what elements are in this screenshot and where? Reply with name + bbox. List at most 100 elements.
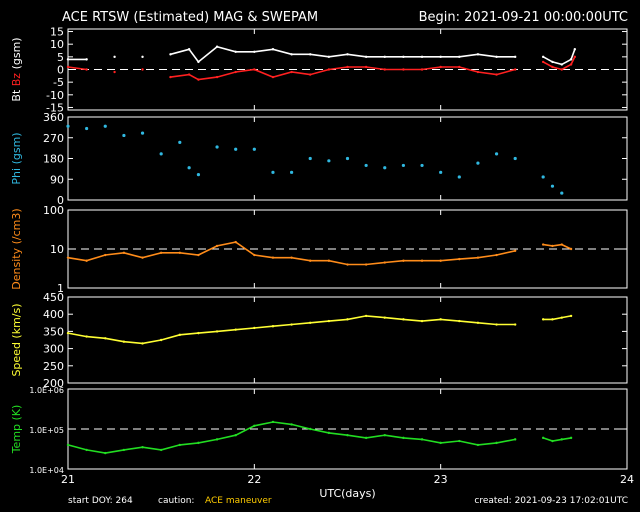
panel-density-series-density-point — [495, 253, 498, 257]
panel-phi-series-phi-point — [308, 156, 312, 161]
panel-phi-ytick-label: 0 — [57, 194, 64, 207]
panel-temp-series-temp-point — [234, 433, 237, 437]
panel-mag-field-series-bt-point — [113, 55, 116, 59]
panel-mag-field-series-bz-point — [541, 60, 545, 64]
panel-mag-field-series-bt-point — [187, 48, 191, 51]
panel-speed-series-speed-point — [569, 314, 573, 318]
panel-temp-ytick-label: 1.0E+05 — [29, 426, 64, 435]
panel-mag-field-series-bz-point — [420, 68, 424, 71]
x-tick-label: 22 — [247, 473, 261, 486]
panel-phi-series-phi-point — [457, 175, 461, 179]
panel-mag-field-series-bt-point — [141, 55, 144, 59]
panel-phi-series-phi-point — [234, 147, 238, 151]
panel-mag-field-ylabel-part: (gsm) — [10, 37, 23, 73]
panel-density-series-density-point — [271, 256, 275, 259]
panel-phi-ylabel: Phi (gsm) — [10, 132, 23, 184]
panel-mag-field-series-bz-point — [66, 65, 70, 69]
panel-temp-series-temp-line — [67, 421, 572, 454]
panel-density-series-density-point — [66, 256, 70, 259]
panel-temp-series-temp-point — [159, 448, 163, 452]
panel-phi-series-phi-point — [271, 170, 275, 174]
panel-mag-field-series-bt-point — [495, 55, 498, 59]
panel-density-ytick-label: 100 — [43, 204, 64, 217]
caution-text: ACE maneuver — [205, 496, 272, 506]
panel-temp-series-temp-point — [560, 438, 563, 441]
panel-speed-series-speed-point — [402, 318, 405, 321]
panel-mag-field-series-bz-point — [514, 68, 517, 71]
panel-speed-series-speed-point — [197, 331, 200, 335]
start-doy: start DOY: 264 — [68, 496, 133, 506]
panel-phi-series-phi-point — [541, 175, 545, 179]
panel-phi-series-phi-point — [159, 152, 163, 156]
panel-density-series-density-point — [159, 251, 163, 254]
panel-speed-series-speed-point — [476, 321, 480, 324]
panel-temp-series-temp-point — [541, 436, 545, 440]
panel-speed-ytick-label: 400 — [43, 308, 64, 321]
panel-phi-series-phi-point — [345, 156, 350, 161]
panel-speed-ytick-label: 250 — [43, 360, 64, 373]
panel-temp-series-temp-point — [439, 441, 442, 445]
panel-speed-series-speed-point — [327, 319, 331, 323]
panel-phi-series-phi-point — [327, 159, 331, 163]
panel-phi-series-phi-point — [513, 156, 517, 161]
panel-density-series-density-point — [569, 247, 573, 251]
panel-mag-field-series-bt-line — [68, 45, 576, 66]
panel-temp-series-temp-point — [551, 439, 554, 443]
panel-speed-series-speed-point — [309, 321, 312, 324]
panel-temp-series-temp-point — [346, 433, 349, 437]
panel-speed-series-speed-point — [290, 323, 293, 326]
panel-phi-series-phi-point — [252, 147, 256, 151]
panel-mag-field-ytick-label: 0 — [57, 64, 64, 77]
panel-mag-field-series-bz-point — [253, 68, 256, 71]
panel-density-series-density-point — [215, 244, 219, 248]
panel-density-series-density-point — [253, 253, 256, 257]
panel-mag-field-series-bz-point — [85, 68, 88, 71]
panel-mag-field-series-bt-point — [476, 53, 480, 56]
panel-mag-field-series-bt-point — [551, 60, 554, 64]
panel-speed-series-speed-point — [420, 319, 424, 323]
panel-density-series-density-point — [141, 256, 144, 259]
panel-speed-series-speed-point — [141, 342, 144, 345]
panel-mag-field-series-bt-point — [169, 53, 172, 56]
panel-speed-series-speed-point — [215, 330, 219, 333]
panel-mag-field-series-bz-point — [113, 70, 116, 74]
panel-mag-field-series-bt-point — [560, 63, 563, 66]
panel-phi-ytick-label: 270 — [43, 132, 64, 145]
panel-mag-field-ytick-label: 10 — [50, 38, 64, 51]
panel-phi-series-phi-point — [420, 163, 424, 168]
panel-mag-field-ytick-label: 5 — [57, 51, 64, 64]
panel-density-series-density-point — [541, 243, 545, 246]
panel-mag-field-series-bt-point — [85, 58, 88, 61]
panel-phi-series-phi-point — [550, 184, 555, 188]
panel-mag-field-series-bz-point — [439, 65, 442, 69]
panel-phi-series-phi-point — [122, 133, 126, 138]
panel-temp-series-temp-point — [66, 443, 70, 447]
panel-mag-field-series-bt-point — [253, 50, 256, 53]
panel-mag-field-series-bt-point — [309, 53, 312, 56]
panel-mag-field-ytick-label: -10 — [46, 89, 64, 102]
panel-density-series-density-point — [85, 259, 88, 262]
panel-speed-series-speed-point — [383, 316, 386, 319]
panel-speed-series-speed-point — [271, 325, 275, 328]
begin-time: Begin: 2021-09-21 00:00:00UTC — [418, 10, 628, 25]
panel-mag-field-series-bt-point — [290, 53, 293, 56]
panel-temp-series-temp-point — [569, 436, 573, 440]
panel-density-series-density-point — [290, 256, 293, 259]
panel-temp-series-temp-point — [514, 438, 517, 441]
panel-density-series-density-point — [364, 263, 368, 266]
panel-temp-series-temp-point — [402, 436, 405, 440]
chart-title: ACE RTSW (Estimated) MAG & SWEPAM — [62, 10, 319, 25]
panel-speed-ytick-label: 300 — [43, 343, 64, 356]
panel-temp-series-temp-point — [271, 420, 275, 424]
panel-temp-series-temp-point — [290, 423, 293, 426]
panel-temp-series-temp-point — [122, 448, 126, 452]
panel-density-ytick-label: 1 — [57, 282, 64, 295]
panel-density-series-density-point — [234, 240, 237, 244]
panel-mag-field-series-bz-point — [215, 75, 219, 79]
panel-speed-series-speed-point — [495, 323, 498, 326]
panel-mag-field-series-bt-point — [458, 55, 461, 59]
panel-mag-field-series-bz-point — [234, 70, 237, 74]
panel-speed-series-speed-point — [514, 323, 517, 326]
panel-speed-ytick-label: 200 — [43, 377, 64, 390]
panel-mag-field-series-bz-point — [560, 68, 563, 71]
